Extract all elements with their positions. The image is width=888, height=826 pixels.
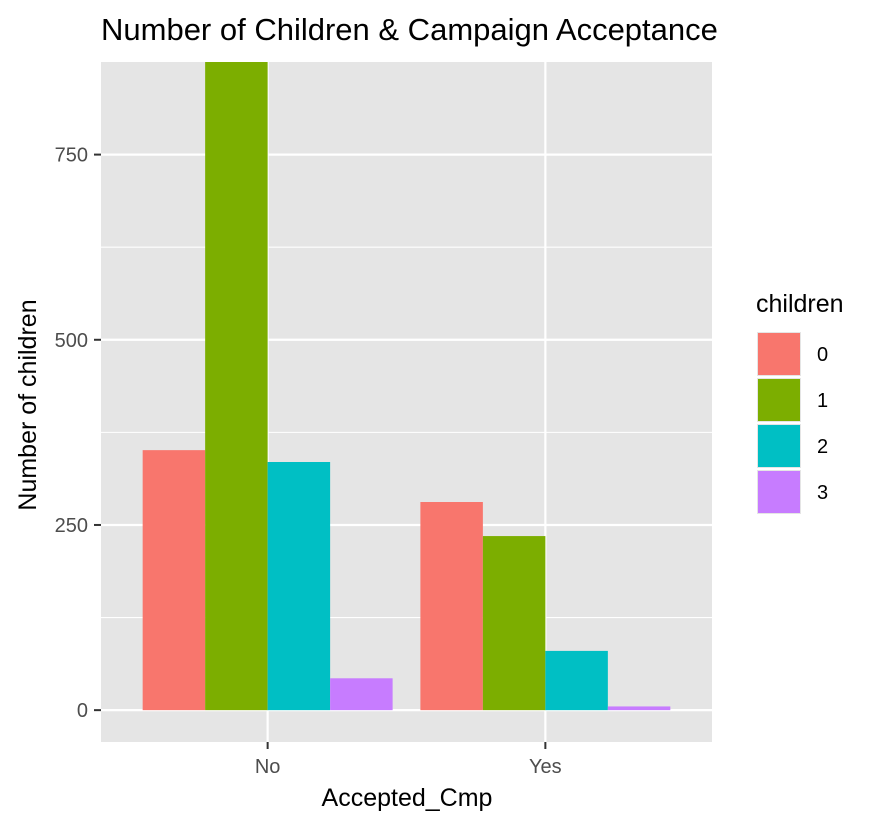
y-axis-title: Number of children [14,299,42,510]
y-tick-label: 500 [55,330,88,352]
bar-no-children-3 [330,678,393,711]
legend-key-3 [758,471,800,513]
bar-yes-children-0 [420,502,483,711]
bar-no-children-0 [142,450,206,711]
bar-no-children-1 [205,62,268,711]
legend-title: children [756,290,844,318]
y-tick-label: 0 [77,700,88,722]
chart-title: Number of Children & Campaign Acceptance [101,12,718,47]
bar-yes-children-2 [545,650,608,711]
y-axis: 0 250 500 750 [55,145,101,722]
legend: children 0 1 2 3 [756,290,844,514]
bar-yes-children-1 [482,536,546,711]
bars [142,62,671,711]
legend-label-3: 3 [817,482,828,504]
bar-no-children-2 [267,462,331,711]
legend-key-1 [758,379,800,421]
y-tick-label: 750 [55,145,88,167]
x-tick-label: Yes [529,756,562,778]
bar-yes-children-3 [607,706,671,711]
x-axis-title: Accepted_Cmp [322,784,493,812]
plot-panel [101,62,712,742]
legend-key-0 [758,333,800,375]
x-tick-label: No [255,756,281,778]
legend-key-2 [758,425,800,467]
legend-label-0: 0 [817,344,828,366]
y-tick-label: 250 [55,515,88,537]
legend-label-2: 2 [817,436,828,458]
x-axis: No Yes [255,742,562,778]
legend-label-1: 1 [817,390,828,412]
